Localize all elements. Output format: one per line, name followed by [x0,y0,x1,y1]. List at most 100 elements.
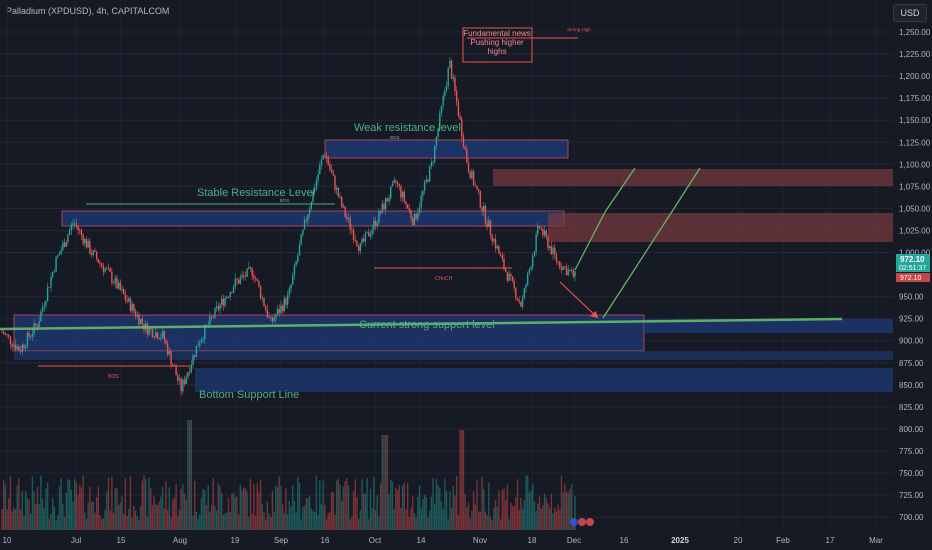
volume-bar [138,519,140,530]
volume-bar [376,495,378,530]
volume-bar [197,518,199,530]
candle-body [557,261,559,263]
volume-bar [80,487,83,530]
label-pushing-higher: Pushing higher [470,38,524,47]
volume-bar [493,507,495,530]
candle-body [53,271,56,273]
volume-bar [38,503,40,530]
volume-bar [106,491,108,530]
volume-bar [231,493,233,530]
candle-body [95,251,98,259]
currency-button[interactable]: USD [893,4,927,22]
volume-bar [417,496,419,530]
volume-bar [327,513,329,530]
y-tick-label-14: 875.00 [899,359,924,368]
candle-body [493,238,495,242]
candle-body [515,287,517,299]
volume-bar [264,519,267,530]
candle-body [434,145,436,162]
candle-body [303,219,306,230]
candle-body [467,162,470,172]
candle-body [408,208,411,211]
volume-bar [237,514,240,530]
candle-body [508,273,510,281]
volume-bar [8,498,10,530]
volume-bar [40,475,42,530]
volume-bar [423,494,426,530]
candle-body [520,301,522,307]
volume-bar [234,497,236,530]
candle-body [280,305,282,314]
volume-bar [504,500,507,530]
volume-bar [408,516,411,530]
volume-bar [119,502,122,530]
candle-body [427,179,429,182]
candle-body [418,207,421,213]
candle-body [413,213,416,226]
candle-body [383,203,385,210]
volume-bar [46,482,49,530]
volume-bar [133,506,135,530]
candle-body [177,375,179,381]
volume-bar [461,430,463,530]
candle-body [361,238,363,243]
volume-bar [574,495,576,530]
volume-bar [109,510,111,530]
volume-bar [31,476,34,530]
volume-bar [136,515,138,530]
candle-body [479,191,482,208]
candle-body [13,344,15,347]
candle-body [425,179,427,182]
volume-bar [444,478,446,530]
x-tick-label-6: 16 [321,536,330,545]
y-tick-label-15: 850.00 [899,381,924,390]
candle-body [67,235,69,242]
candle-body [574,271,576,277]
volume-bar [170,516,172,530]
candle-body [207,324,209,326]
x-tick-label-7: Oct [369,536,382,545]
volume-bar [449,491,451,530]
candle-body [166,343,169,355]
volume-bar [530,489,532,530]
volume-bar [131,517,133,530]
volume-bar [322,480,324,530]
volume-bar [280,486,282,530]
volume-bar [2,480,5,530]
candle-body [437,128,439,138]
volume-bar [224,513,226,530]
x-tick-label-11: Dec [567,536,581,545]
volume-bar [391,481,394,530]
candle-body [92,250,94,255]
candle-body [325,156,328,159]
candle-body [449,60,451,68]
candle-body [276,309,279,316]
volume-bar [542,505,544,530]
volume-bar [14,509,17,530]
volume-bar [259,479,262,530]
candle-body [319,165,321,175]
volume-bar [55,519,57,530]
volume-bar [454,495,456,530]
volume-bar [172,499,174,530]
candle-body [313,189,316,192]
volume-bar [559,509,561,530]
volume-bar [538,496,541,530]
volume-bar [226,512,228,530]
volume-bar [281,504,284,530]
volume-bar [273,511,275,530]
volume-bar [24,490,27,530]
candle-body [378,210,380,223]
volume-bar [124,478,127,530]
volume-bar [200,497,203,530]
candle-body [310,202,313,209]
volume-bar [293,501,296,530]
candle-body [109,268,111,272]
volume-bar [95,497,98,530]
candle-body [70,224,73,231]
volume-bar [182,484,184,530]
candle-body [200,339,203,343]
candle-body [327,158,329,165]
candle-body [19,350,22,352]
